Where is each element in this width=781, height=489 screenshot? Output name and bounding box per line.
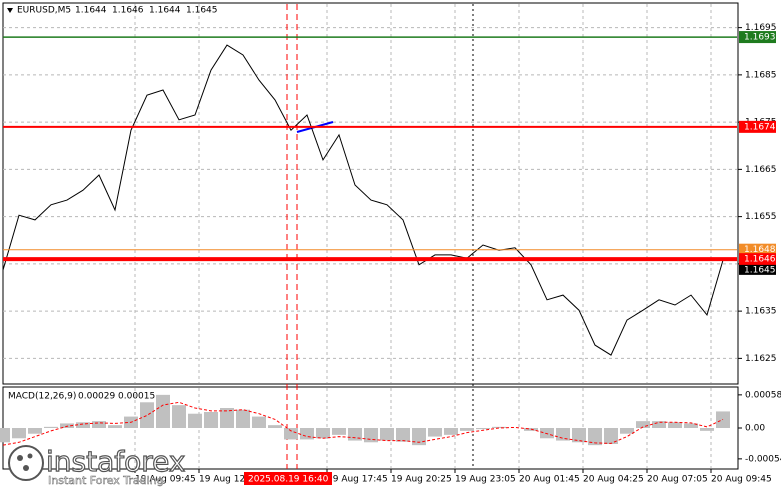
ohlc-value: 1.1646 — [112, 6, 144, 16]
histogram-bar — [236, 409, 250, 428]
ohlc-value: 1.1644 — [75, 6, 107, 16]
histogram-bar — [140, 402, 154, 428]
x-tick-label: 19 Aug 12:25 — [199, 475, 260, 485]
level-label: 1.1693 — [744, 33, 776, 43]
y-tick-label: 1.1695 — [745, 23, 777, 33]
histogram-bar — [652, 421, 666, 428]
logo — [8, 445, 44, 481]
histogram-bar — [380, 428, 394, 441]
level-label-box — [739, 253, 776, 266]
logo-dot — [17, 455, 23, 461]
histogram-bar — [76, 422, 90, 428]
histogram-bar — [348, 428, 362, 441]
y-tick-label: 1.1655 — [745, 212, 777, 222]
symbol: EURUSD,M5 — [17, 6, 71, 16]
level-label: 1.1674 — [744, 122, 776, 132]
histogram-bar — [684, 423, 698, 428]
y-tick-label: 1.1665 — [745, 165, 777, 175]
x-tick-label: 19 Aug 23:05 — [455, 475, 516, 485]
histogram-bar — [156, 394, 170, 428]
x-tick-label: 20 Aug 04:25 — [583, 475, 644, 485]
x-tick-label: 20 Aug 09:45 — [711, 475, 772, 485]
slogan: Instant Forex Trading — [48, 474, 164, 487]
x-tick-label: 19 Aug 17:45 — [327, 475, 388, 485]
last-price-label: 1.1645 — [744, 265, 776, 275]
histogram-bar — [540, 428, 554, 439]
y-tick-label: 0.00 — [745, 424, 765, 434]
last-price-box — [739, 264, 776, 275]
level-label: 1.1648 — [744, 245, 776, 255]
histogram-bar — [220, 408, 234, 428]
main-panel — [2, 2, 739, 385]
y-tick-label: -0.00054 — [745, 454, 781, 464]
histogram-bar — [588, 428, 602, 446]
ohlc-value: 1.1645 — [186, 6, 218, 16]
histogram-bar — [700, 428, 714, 431]
histogram-bar — [28, 428, 42, 434]
y-tick-label: 1.1685 — [745, 70, 777, 80]
histogram-bar — [44, 426, 58, 428]
histogram-bar — [444, 428, 458, 435]
histogram-bar — [572, 428, 586, 443]
logo-dot — [23, 465, 29, 471]
x-tick-label: 20 Aug 01:45 — [519, 475, 580, 485]
y-tick-label: 1.1625 — [745, 354, 777, 364]
watermark: instaforex Instant Forex Trading — [8, 444, 186, 487]
histogram-bar — [172, 405, 186, 428]
time-marker-box — [244, 472, 332, 485]
histogram-bar — [92, 421, 106, 428]
grid-layer — [3, 4, 737, 468]
y-tick-label: 0.00058 — [745, 390, 781, 400]
x-tick-label: 19 Aug 09:45 — [135, 475, 196, 485]
histogram-bar — [108, 425, 122, 428]
histogram-bar — [396, 428, 410, 442]
histogram-bar — [188, 413, 202, 428]
menu-triangle — [7, 8, 13, 13]
histogram-bar — [12, 428, 26, 439]
level-label-box — [739, 31, 776, 44]
histogram-bar — [460, 428, 474, 431]
signal-line — [2, 401, 724, 446]
histogram-bar — [332, 428, 346, 435]
histogram-bar — [412, 428, 426, 446]
x-tick-label: 19 Aug 20:25 — [391, 475, 452, 485]
y-tick-label: 1.1635 — [745, 307, 777, 317]
level-label-box — [739, 243, 776, 256]
histogram-bar — [364, 428, 378, 443]
level-label-box — [739, 120, 776, 133]
histogram-bar — [476, 428, 490, 430]
price-line — [2, 44, 724, 356]
histogram-bar — [604, 428, 618, 444]
logo-dot — [27, 453, 33, 459]
histogram-bar — [0, 428, 10, 443]
histogram-bar — [316, 428, 330, 439]
histogram-bar — [300, 428, 314, 440]
histogram-bar — [668, 422, 682, 428]
time-marker-label: 2025.08.19 16:40 — [248, 475, 329, 485]
histogram-bar — [492, 426, 506, 428]
macd-value: 0.00015 — [118, 392, 155, 402]
histogram-bar — [204, 412, 218, 428]
ohlc-value: 1.1644 — [149, 6, 181, 16]
histogram-bar — [556, 428, 570, 441]
histogram-bar — [284, 428, 298, 440]
histogram-bar — [636, 421, 650, 428]
histogram-bar — [428, 428, 442, 437]
histogram-bar — [252, 416, 266, 428]
histogram-bar — [620, 428, 634, 434]
brand: instaforex — [46, 445, 185, 478]
macd-value: 0.00029 — [78, 392, 115, 402]
x-tick-label: 20 Aug 07:05 — [647, 475, 708, 485]
histogram-bar — [60, 423, 74, 428]
macd-title: MACD(12,26,9) — [8, 392, 76, 402]
histogram-bar — [268, 425, 282, 428]
level-label: 1.1646 — [744, 255, 776, 265]
